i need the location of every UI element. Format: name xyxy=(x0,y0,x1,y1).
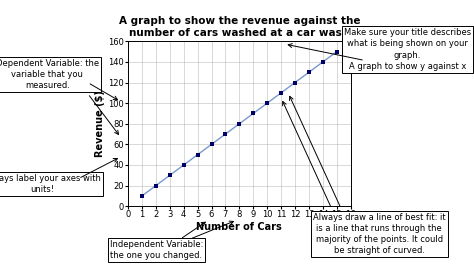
Text: Make sure your title describes
what is being shown on your
graph.
A graph to sho: Make sure your title describes what is b… xyxy=(344,28,471,71)
Text: Independent Variable:
the one you changed.: Independent Variable: the one you change… xyxy=(110,240,203,260)
Text: Always label your axes with
units!: Always label your axes with units! xyxy=(0,174,101,194)
Text: Always draw a line of best fit: it
is a line that runs through the
majority of t: Always draw a line of best fit: it is a … xyxy=(313,213,446,255)
Y-axis label: Revenue ($): Revenue ($) xyxy=(95,90,105,157)
Title: A graph to show the revenue against the
number of cars washed at a car wash: A graph to show the revenue against the … xyxy=(118,16,360,38)
X-axis label: Number of Cars: Number of Cars xyxy=(197,222,282,232)
Text: Dependent Variable: the
variable that you
measured.: Dependent Variable: the variable that yo… xyxy=(0,59,99,90)
